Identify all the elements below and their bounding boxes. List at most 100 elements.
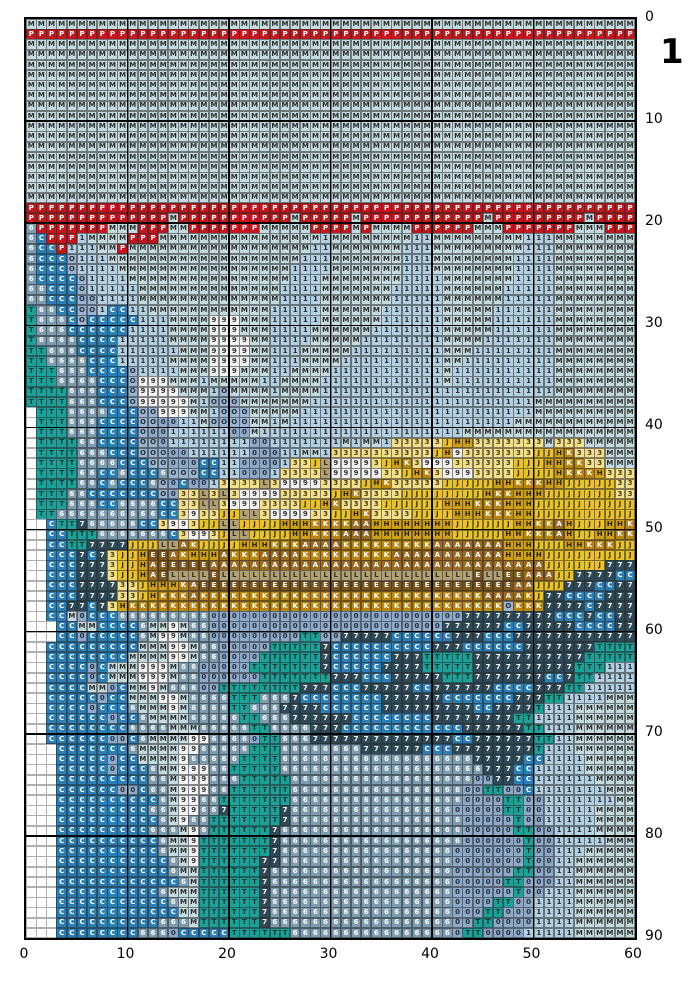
heatmap-cell: 0 bbox=[391, 611, 402, 622]
heatmap-cell: 6 bbox=[411, 784, 423, 796]
heatmap-cell: 6 bbox=[46, 325, 57, 336]
heatmap-cell: E bbox=[198, 580, 210, 592]
heatmap-cell: 6 bbox=[310, 815, 321, 827]
heatmap-cell: E bbox=[259, 580, 270, 592]
heatmap-cell: M bbox=[614, 846, 626, 857]
heatmap-cell: M bbox=[178, 376, 189, 387]
heatmap-cell: 0 bbox=[401, 611, 413, 622]
heatmap-cell: M bbox=[614, 192, 626, 204]
heatmap-cell: 0 bbox=[198, 662, 210, 673]
heatmap-cell: M bbox=[442, 19, 453, 30]
heatmap-cell: C bbox=[46, 580, 57, 592]
heatmap-cell: M bbox=[604, 141, 616, 153]
heatmap-cell: O bbox=[127, 396, 139, 408]
heatmap-cell: J bbox=[543, 509, 555, 520]
heatmap-cell: 6 bbox=[279, 764, 291, 776]
heatmap-cell: M bbox=[289, 19, 301, 30]
heatmap-cell: C bbox=[86, 795, 98, 806]
heatmap-cell: M bbox=[86, 141, 98, 153]
heatmap-cell: M bbox=[391, 182, 402, 193]
heatmap-cell: 0 bbox=[543, 856, 555, 867]
heatmap-cell: M bbox=[330, 19, 342, 30]
heatmap-cell: 6 bbox=[411, 774, 423, 786]
heatmap-cell: M bbox=[594, 815, 605, 827]
heatmap-cell bbox=[26, 407, 37, 418]
heatmap-cell bbox=[26, 488, 37, 500]
heatmap-cell: C bbox=[46, 253, 57, 265]
heatmap-cell: M bbox=[553, 407, 565, 418]
heatmap-cell: 7 bbox=[482, 764, 494, 776]
heatmap-cell: H bbox=[574, 539, 585, 551]
heatmap-cell: 6 bbox=[198, 641, 210, 653]
heatmap-cell: M bbox=[492, 59, 504, 71]
heatmap-cell: M bbox=[86, 39, 98, 51]
heatmap-cell: C bbox=[56, 754, 67, 765]
heatmap-cell: M bbox=[492, 233, 504, 245]
heatmap-cell: M bbox=[563, 243, 575, 255]
heatmap-cell: 1 bbox=[188, 437, 199, 449]
heatmap-cell: M bbox=[604, 856, 616, 867]
heatmap-cell: M bbox=[624, 121, 636, 132]
heatmap-cell: C bbox=[107, 447, 118, 459]
heatmap-cell: C bbox=[330, 662, 342, 673]
heatmap-cell: 7 bbox=[563, 672, 575, 684]
heatmap-cell: M bbox=[168, 100, 179, 112]
heatmap-cell: M bbox=[624, 100, 636, 112]
heatmap-cell: T bbox=[249, 682, 260, 694]
heatmap-cell: 0 bbox=[107, 764, 118, 776]
heatmap-cell: T bbox=[452, 672, 463, 684]
heatmap-cell: M bbox=[624, 325, 636, 336]
heatmap-cell: O bbox=[86, 304, 98, 316]
heatmap-cell: M bbox=[56, 192, 67, 204]
heatmap-cell: 7 bbox=[97, 590, 108, 602]
heatmap-cell: M bbox=[46, 19, 57, 30]
heatmap-cell: C bbox=[56, 805, 67, 816]
heatmap-cell: T bbox=[229, 692, 240, 704]
heatmap-cell: C bbox=[76, 662, 88, 673]
heatmap-cell: M bbox=[157, 253, 169, 265]
heatmap-cell: M bbox=[168, 80, 179, 91]
heatmap-cell: 1 bbox=[574, 784, 585, 796]
heatmap-cell: C bbox=[492, 631, 504, 643]
heatmap-cell: 9 bbox=[178, 815, 189, 827]
heatmap-cell: 6 bbox=[56, 509, 67, 520]
heatmap-cell: M bbox=[533, 19, 545, 30]
heatmap-cell: K bbox=[157, 601, 169, 612]
heatmap-cell: M bbox=[624, 284, 636, 296]
heatmap-cell: 1 bbox=[553, 805, 565, 816]
heatmap-cell: M bbox=[594, 856, 605, 867]
heatmap-cell bbox=[36, 815, 47, 827]
heatmap-cell: K bbox=[229, 590, 240, 602]
heatmap-cell: 1 bbox=[289, 325, 301, 336]
heatmap-cell: M bbox=[289, 141, 301, 153]
heatmap-cell: M bbox=[168, 713, 179, 724]
heatmap-cell: 6 bbox=[310, 856, 321, 867]
heatmap-cell: M bbox=[533, 80, 545, 91]
heatmap-cell: M bbox=[259, 355, 270, 367]
heatmap-cell: 7 bbox=[97, 570, 108, 581]
heatmap-cell: K bbox=[401, 458, 413, 469]
heatmap-cell: M bbox=[563, 376, 575, 387]
heatmap-cell: 1 bbox=[533, 274, 545, 285]
heatmap-cell: 1 bbox=[533, 264, 545, 275]
heatmap-cell: M bbox=[157, 754, 169, 765]
heatmap-cell: 1 bbox=[543, 805, 555, 816]
heatmap-cell: J bbox=[330, 509, 342, 520]
heatmap-cell: 1 bbox=[239, 447, 250, 459]
heatmap-cell: L bbox=[360, 570, 372, 581]
heatmap-cell: M bbox=[604, 90, 616, 102]
heatmap-cell: P bbox=[279, 202, 291, 214]
heatmap-cell: E bbox=[208, 580, 220, 592]
heatmap-cell: M bbox=[157, 764, 169, 776]
heatmap-cell: 6 bbox=[289, 784, 301, 796]
heatmap-cell: K bbox=[401, 601, 413, 612]
heatmap-cell: 1 bbox=[381, 407, 392, 418]
heatmap-cell: O bbox=[157, 488, 169, 500]
heatmap-cell: J bbox=[594, 509, 605, 520]
heatmap-cell: M bbox=[340, 345, 352, 357]
heatmap-cell bbox=[26, 549, 37, 561]
heatmap-cell: P bbox=[584, 202, 595, 214]
heatmap-cell: C bbox=[594, 590, 605, 602]
heatmap-cell: P bbox=[371, 29, 382, 40]
heatmap-cell: C bbox=[107, 846, 118, 857]
